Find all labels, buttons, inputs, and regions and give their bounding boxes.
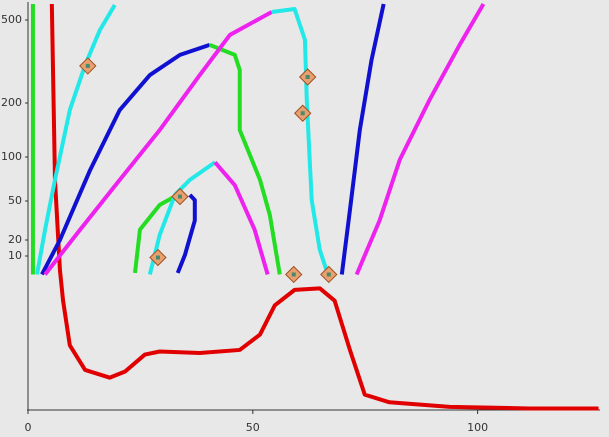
y-tick-label: 10	[8, 249, 22, 262]
series-line	[208, 43, 282, 275]
diamond-center	[155, 255, 160, 260]
diamond-center	[177, 194, 182, 199]
series-line	[271, 6, 330, 276]
diamond-center	[85, 63, 90, 68]
y-tick-label: 200	[1, 96, 22, 109]
series-line	[40, 43, 211, 276]
y-tick-label: 20	[8, 233, 22, 246]
y-tick-label: 50	[8, 194, 22, 207]
series-line	[213, 160, 270, 276]
series-line	[354, 2, 486, 276]
series-line	[43, 10, 273, 276]
x-tick-label: 0	[25, 421, 32, 434]
diamond-center	[291, 272, 296, 277]
series-line	[133, 193, 179, 274]
y-tick-label: 500	[1, 13, 22, 26]
y-tick-label: 100	[1, 150, 22, 163]
series-line	[175, 193, 197, 274]
x-tick-label: 50	[246, 421, 260, 434]
series-line	[49, 3, 599, 411]
diamond-center	[326, 272, 331, 277]
series-line	[35, 3, 117, 275]
diamond-center	[305, 74, 310, 79]
diamond-center	[300, 111, 305, 116]
x-tick-label: 100	[467, 421, 488, 434]
series-line	[339, 3, 386, 275]
